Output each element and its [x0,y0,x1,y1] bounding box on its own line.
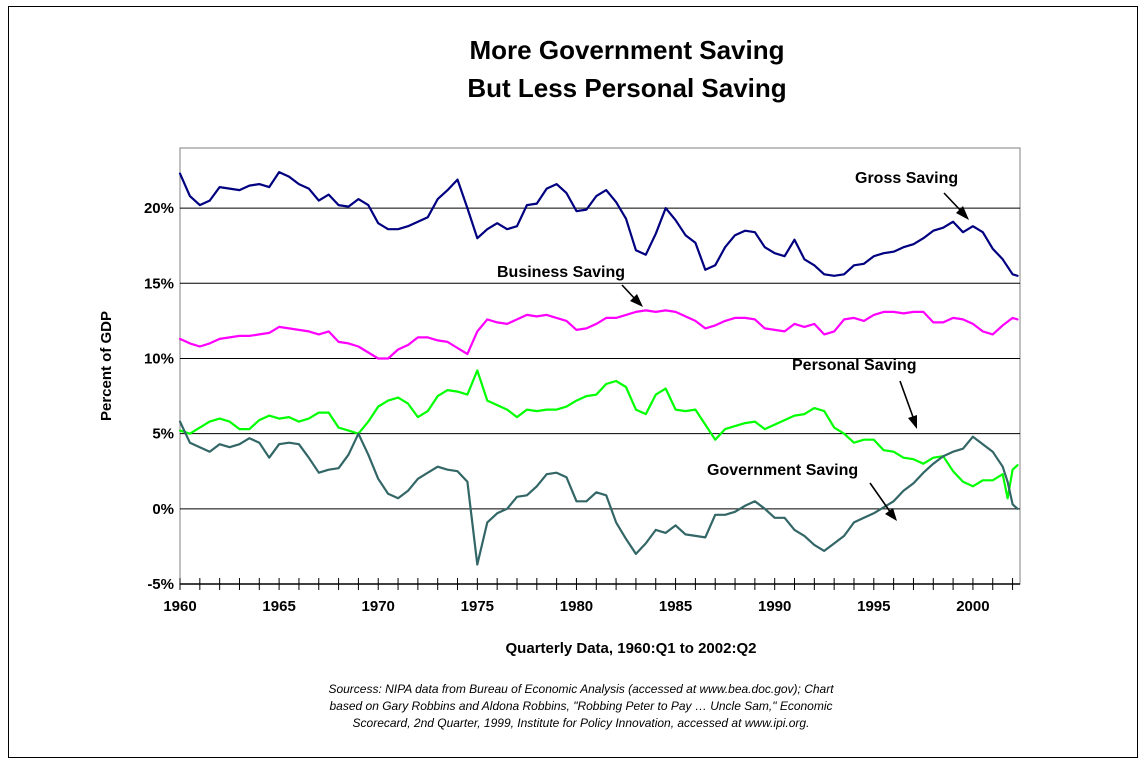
x-tick-label: 1960 [163,598,196,615]
x-tick-label: 1990 [758,598,791,615]
annotation-business-saving: Business Saving [497,264,643,307]
y-tick-label: 5% [152,426,174,443]
annotation-gross-saving: Gross Saving [855,170,969,220]
y-axis-label: Percent of GDP [98,311,115,421]
annotation-business-saving-label: Business Saving [497,264,625,281]
x-tick-label: 1965 [262,598,295,615]
x-tick-label: 1975 [461,598,494,615]
annotation-government-saving: Government Saving [707,462,897,521]
x-tick-label: 2000 [956,598,989,615]
x-tick-label: 1980 [560,598,593,615]
source-note-line-1: Sourcess: NIPA data from Bureau of Econo… [328,682,834,696]
y-tick-labels: -5% 0% 5% 10% 15% 20% [144,200,174,593]
x-tick-labels: 1960 1965 1970 1975 1980 1985 1990 1995 2000 [163,598,989,615]
annotation-personal-saving: Personal Saving [792,357,917,429]
axes [179,578,1020,590]
chart-title-line-1: More Government Saving [470,35,785,65]
series-line-government-saving [178,420,1019,566]
annotation-government-saving-arrow-line [869,482,892,514]
annotation-government-saving-label: Government Saving [707,462,858,479]
annotation-government-saving-arrowhead [885,508,897,521]
source-note: Sourcess: NIPA data from Bureau of Econo… [328,682,834,730]
series-line-gross-saving [178,171,1019,277]
series-line-personal-saving [178,369,1019,500]
series-line-business-saving [178,309,1019,360]
annotation-personal-saving-arrowhead [908,415,917,429]
source-note-line-2: based on Gary Robbins and Aldona Robbins… [329,699,832,713]
chart-title-line-2: But Less Personal Saving [467,73,786,103]
annotation-gross-saving-arrow-line [943,192,963,213]
y-tick-label: 0% [152,501,174,518]
annotation-personal-saving-arrow-line [899,380,914,418]
annotation-gross-saving-label: Gross Saving [855,170,958,187]
x-tick-label: 1985 [659,598,692,615]
gridlines [180,207,1020,510]
x-tick-label: 1995 [857,598,890,615]
x-axis-label: Quarterly Data, 1960:Q1 to 2002:Q2 [506,640,757,657]
annotation-business-saving-arrowhead [630,294,643,307]
x-tick-label: 1970 [362,598,395,615]
annotation-gross-saving-arrowhead [956,206,969,220]
series-layer [178,171,1019,566]
y-tick-label: 15% [144,275,174,292]
y-tick-label: 10% [144,350,174,367]
y-tick-label: -5% [147,576,174,593]
plot-area [179,147,1021,585]
source-note-line-3: Scorecard, 2nd Quarter, 1999, Institute … [353,716,810,730]
y-tick-label: 20% [144,200,174,217]
annotation-personal-saving-label: Personal Saving [792,357,917,374]
